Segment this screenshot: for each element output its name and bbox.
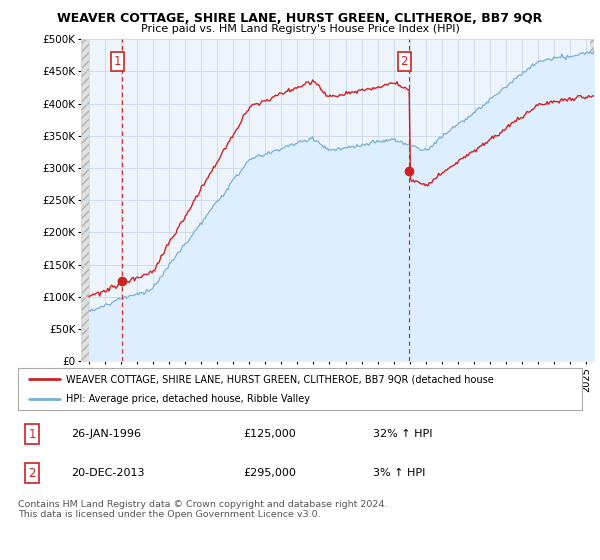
Text: 1: 1 — [113, 55, 121, 68]
Text: 20-DEC-2013: 20-DEC-2013 — [71, 468, 145, 478]
Text: Contains HM Land Registry data © Crown copyright and database right 2024.
This d: Contains HM Land Registry data © Crown c… — [18, 500, 388, 519]
Bar — [590, 39, 594, 361]
Text: 2: 2 — [401, 55, 408, 68]
Text: 1: 1 — [28, 427, 36, 441]
Text: WEAVER COTTAGE, SHIRE LANE, HURST GREEN, CLITHEROE, BB7 9QR: WEAVER COTTAGE, SHIRE LANE, HURST GREEN,… — [58, 12, 542, 25]
Text: HPI: Average price, detached house, Ribble Valley: HPI: Average price, detached house, Ribb… — [66, 394, 310, 404]
Text: 32% ↑ HPI: 32% ↑ HPI — [373, 429, 433, 439]
Text: 2: 2 — [28, 466, 36, 480]
Text: WEAVER COTTAGE, SHIRE LANE, HURST GREEN, CLITHEROE, BB7 9QR (detached house: WEAVER COTTAGE, SHIRE LANE, HURST GREEN,… — [66, 374, 494, 384]
Text: £295,000: £295,000 — [244, 468, 296, 478]
Text: £125,000: £125,000 — [244, 429, 296, 439]
Text: Price paid vs. HM Land Registry's House Price Index (HPI): Price paid vs. HM Land Registry's House … — [140, 24, 460, 34]
Text: 26-JAN-1996: 26-JAN-1996 — [71, 429, 142, 439]
Bar — [81, 39, 89, 361]
Text: 3% ↑ HPI: 3% ↑ HPI — [373, 468, 425, 478]
